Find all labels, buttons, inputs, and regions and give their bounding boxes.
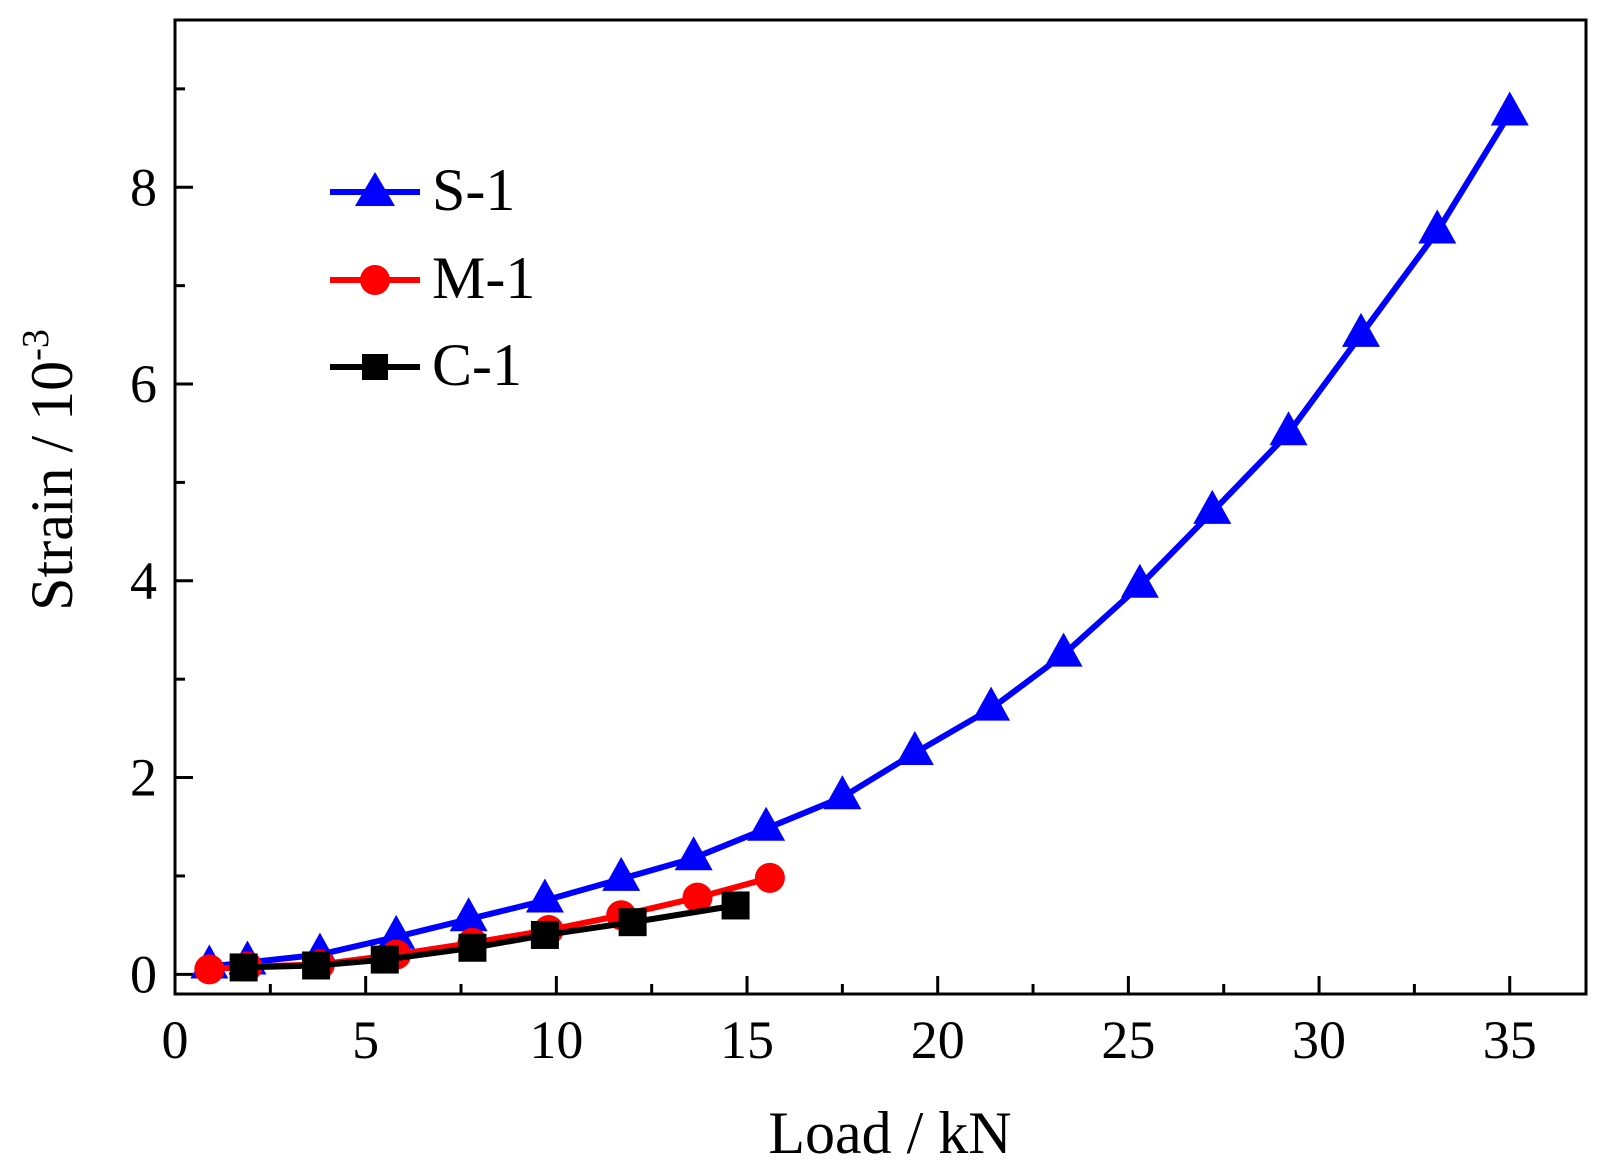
data-point-s-1 [1490,91,1529,126]
data-point-m-1 [194,954,225,985]
data-point-s-1 [602,856,641,891]
plot-frame [173,18,1588,996]
data-point-c-1 [229,953,258,982]
y-tick-label: 6 [130,354,157,414]
x-tick-label: 25 [1101,1010,1155,1070]
series-c-1 [229,891,750,982]
data-point-s-1 [747,806,786,841]
data-point-c-1 [618,908,647,937]
legend-marker-c1 [362,354,388,380]
data-point-c-1 [721,891,750,920]
x-tick-label: 20 [911,1010,965,1070]
legend: S-1 M-1 C-1 [330,157,535,398]
y-axis-title: Strain / 10-3 [15,329,85,611]
data-point-s-1 [674,836,713,871]
x-tick-label: 10 [529,1010,583,1070]
legend-marker-s1 [355,172,395,206]
x-tick-label: 30 [1292,1010,1346,1070]
data-point-s-1 [1120,563,1159,598]
data-point-s-1 [525,878,564,913]
data-point-c-1 [530,920,559,949]
data-point-c-1 [458,933,487,962]
legend-item-s1: S-1 [330,157,515,223]
data-point-s-1 [972,686,1011,721]
x-axis-title: Load / kN [768,1100,1011,1166]
y-tick-label: 2 [130,748,157,808]
data-point-c-1 [370,945,399,974]
x-tick-label: 15 [720,1010,774,1070]
legend-item-c1: C-1 [330,332,522,398]
legend-item-m1: M-1 [330,245,535,311]
data-point-s-1 [377,914,416,949]
y-tick-label: 4 [130,551,157,611]
data-point-s-1 [1269,411,1308,446]
y-tick-label: 8 [130,157,157,217]
data-point-m-1 [682,882,713,913]
data-point-s-1 [1342,312,1381,347]
series-layer [190,91,1529,985]
data-point-s-1 [1418,209,1457,244]
data-point-s-1 [823,775,862,810]
legend-marker-m1 [360,265,390,295]
x-tick-label: 35 [1483,1010,1537,1070]
y-tick-label: 0 [130,944,157,1004]
data-point-m-1 [754,862,785,893]
legend-label-c1: C-1 [432,332,522,398]
ticks-layer: 0 5 10 15 20 25 30 35 0 2 4 6 8 [130,87,1537,1070]
legend-label-s1: S-1 [432,157,515,223]
y-axis-title-main: Strain / 10 [19,361,85,611]
x-tick-label: 0 [162,1010,189,1070]
series-s-1 [190,91,1529,979]
legend-label-m1: M-1 [432,245,535,311]
data-point-s-1 [1044,632,1083,667]
data-point-c-1 [302,951,331,980]
data-point-s-1 [895,730,934,765]
y-axis-title-superscript: -3 [15,329,57,361]
data-point-s-1 [1193,489,1232,524]
data-point-s-1 [449,897,488,932]
series-line-s-1 [208,111,1513,970]
x-tick-label: 5 [352,1010,379,1070]
